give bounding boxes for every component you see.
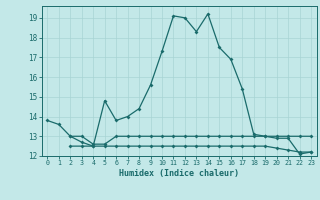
X-axis label: Humidex (Indice chaleur): Humidex (Indice chaleur): [119, 169, 239, 178]
